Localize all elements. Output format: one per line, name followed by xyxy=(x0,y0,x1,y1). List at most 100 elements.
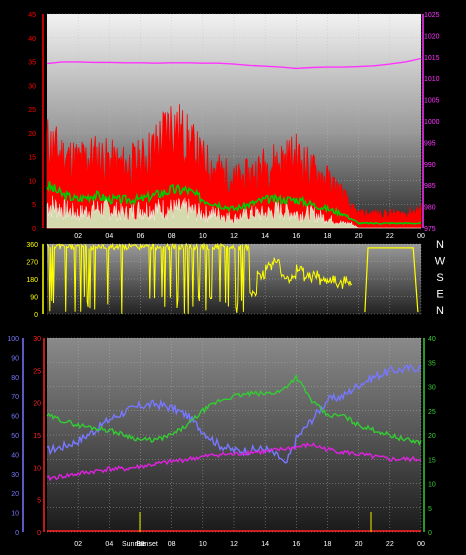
temp-x-tick: 00 xyxy=(417,541,425,548)
series-humidity xyxy=(46,364,422,464)
temp-x-tick: 22 xyxy=(386,541,394,548)
series-wind-light xyxy=(46,195,421,229)
temperature-y-tick: 30 xyxy=(428,385,436,392)
temperature-y-tick: 20 xyxy=(428,433,436,440)
series-wind-direction-late xyxy=(364,247,419,313)
direction-y-tick: 0 xyxy=(34,312,38,319)
wind-axis-title: Windspeed (kph) xyxy=(6,1,89,13)
wind-x-tick: 10 xyxy=(199,233,207,240)
barometer-y-tick: 1020 xyxy=(424,33,440,40)
rain-y-tick: 20 xyxy=(33,401,41,408)
wind-y-tick: 40 xyxy=(28,36,36,43)
direction-y-tick: 270 xyxy=(26,260,38,267)
compass-label: N xyxy=(436,239,444,251)
wind-x-tick: 04 xyxy=(105,233,113,240)
rainfall-axis-title: Rainfall (mm) xyxy=(2,321,67,333)
temp-x-tick: 20 xyxy=(355,541,363,548)
wind-x-tick: 00 xyxy=(417,233,425,240)
temp-x-tick: 12 xyxy=(230,541,238,548)
temperature-y-tick: 35 xyxy=(428,360,436,367)
compass-label: N xyxy=(436,305,444,317)
wind-x-tick: 16 xyxy=(292,233,300,240)
wind-chart-layer: 02 04 06 08 10 12 14 16 18 20 22 000510152025303540… xyxy=(28,12,439,240)
barometer-y-tick: 1005 xyxy=(424,98,440,105)
temp-x-tick: 10 xyxy=(199,541,207,548)
humidity-y-tick: 70 xyxy=(11,394,19,401)
temperature-y-tick: 0 xyxy=(428,530,432,537)
barometer-y-tick: 985 xyxy=(424,183,436,190)
sunrise-label: Sunrise xyxy=(122,541,146,548)
direction-y-tick: 90 xyxy=(30,295,38,302)
wind-y-tick: 30 xyxy=(28,83,36,90)
wind-x-tick: 12 xyxy=(230,233,238,240)
direction-y-tick: 180 xyxy=(26,277,38,284)
humidity-y-tick: 60 xyxy=(11,414,19,421)
compass-label: S xyxy=(436,272,443,284)
chart-title: 24 hour graph day : 28 June 2025 xyxy=(172,1,337,13)
temp-x-tick: 06 xyxy=(137,541,145,548)
dewpoint-axis-title: Dew Point (°C) xyxy=(394,321,466,333)
temp-x-tick: 18 xyxy=(324,541,332,548)
humidity-y-tick: 100 xyxy=(7,336,19,343)
humidity-y-tick: 40 xyxy=(11,452,19,459)
wind-y-tick: 5 xyxy=(32,202,36,209)
compass-label: E xyxy=(436,289,443,301)
wind-x-tick: 06 xyxy=(137,233,145,240)
temp-x-tick: 02 xyxy=(74,541,82,548)
wind-y-tick: 25 xyxy=(28,107,36,114)
temperature-y-tick: 5 xyxy=(428,506,432,513)
temp-x-tick: 14 xyxy=(261,541,269,548)
rain-y-tick: 10 xyxy=(33,465,41,472)
wind-y-tick: 20 xyxy=(28,131,36,138)
humidity-y-tick: 30 xyxy=(11,472,19,479)
humidity-y-tick: 0 xyxy=(15,530,19,537)
wind-x-tick: 02 xyxy=(74,233,82,240)
temp-x-tick: 08 xyxy=(168,541,176,548)
direction-y-tick: 360 xyxy=(26,242,38,249)
barometer-y-tick: 1000 xyxy=(424,119,440,126)
humidity-axis-title: Humidity xyxy=(66,321,109,333)
temp-x-tick: 16 xyxy=(292,541,300,548)
temperature-y-tick: 15 xyxy=(428,457,436,464)
series-temperature xyxy=(46,373,422,446)
barometer-y-tick: 990 xyxy=(424,162,436,169)
barometer-y-tick: 995 xyxy=(424,140,436,147)
wind-y-tick: 45 xyxy=(28,12,36,19)
barometer-y-tick: 1010 xyxy=(424,76,440,83)
wind-x-tick: 14 xyxy=(261,233,269,240)
humidity-y-tick: 20 xyxy=(11,491,19,498)
rain-y-tick: 25 xyxy=(33,368,41,375)
temperature-y-tick: 40 xyxy=(428,336,436,343)
barometer-axis-title: Barometer (hpa) xyxy=(373,1,453,13)
rain-y-tick: 5 xyxy=(37,498,41,505)
barometer-y-tick: 1025 xyxy=(424,12,440,19)
compass-label: W xyxy=(435,256,446,268)
rain-y-tick: 30 xyxy=(33,336,41,343)
humidity-y-tick: 90 xyxy=(11,355,19,362)
rain-y-tick: 15 xyxy=(33,433,41,440)
wind-x-tick: 18 xyxy=(324,233,332,240)
barometer-y-tick: 1015 xyxy=(424,55,440,62)
temperature-chart-layer: 0510152025303540010203040506070809010005… xyxy=(7,336,436,548)
wind-y-tick: 15 xyxy=(28,155,36,162)
series-barometer xyxy=(46,57,422,70)
series-wind-direction xyxy=(46,242,353,314)
wind-y-tick: 0 xyxy=(32,226,36,233)
temperature-y-tick: 25 xyxy=(428,409,436,416)
humidity-y-tick: 80 xyxy=(11,375,19,382)
temperature-y-tick: 10 xyxy=(428,482,436,489)
wind-y-tick: 35 xyxy=(28,60,36,67)
humidity-y-tick: 50 xyxy=(11,433,19,440)
wind-y-tick: 10 xyxy=(28,178,36,185)
barometer-y-tick: 980 xyxy=(424,205,436,212)
sunset-label: Sunset xyxy=(136,541,158,548)
wind-x-tick: 20 xyxy=(355,233,363,240)
barometer-y-tick: 975 xyxy=(424,226,436,233)
wind-x-tick: 08 xyxy=(168,233,176,240)
series-dewpoint xyxy=(46,441,422,482)
rain-y-tick: 0 xyxy=(37,530,41,537)
temperature-axis-title: Temperature (°C) xyxy=(312,321,396,333)
series-wind-average xyxy=(46,181,422,226)
